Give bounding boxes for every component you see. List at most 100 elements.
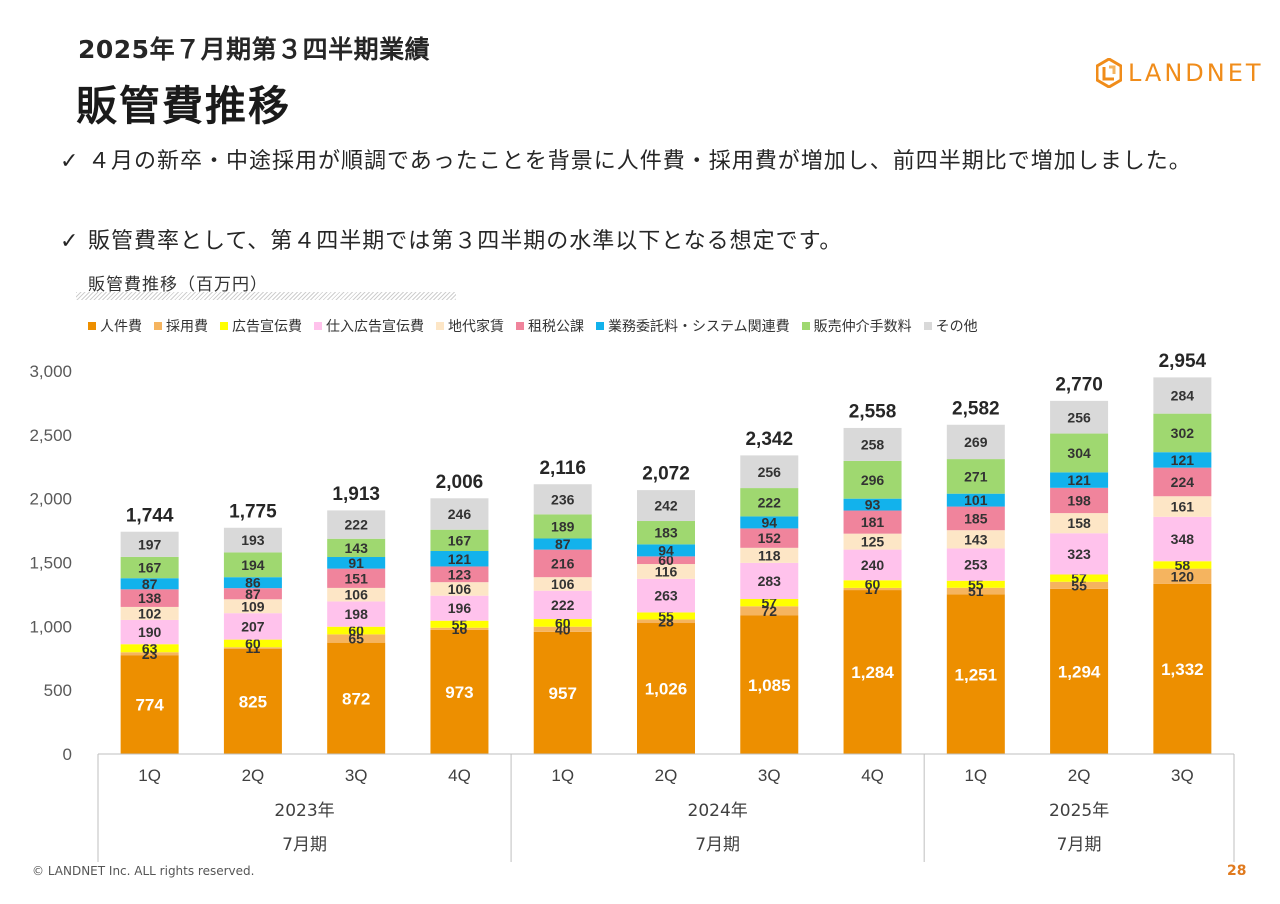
x-tick-label: 2Q [242, 766, 265, 785]
page-title: 販管費推移 [76, 82, 291, 130]
bar-segment [120, 644, 179, 653]
bar-segment [1153, 583, 1212, 754]
legend-label: 租税公課 [528, 319, 584, 335]
bar-segment [533, 619, 592, 627]
group-period-label: 7月期 [695, 835, 740, 855]
bar-segment [223, 639, 282, 648]
legend-item: 業務委託料・システム関連費 [596, 316, 790, 336]
bar-value-label: 101 [964, 492, 988, 508]
legend-item: 仕入広告宣伝費 [314, 316, 424, 336]
bar-segment [327, 568, 386, 588]
bar-segment [1050, 581, 1109, 589]
legend-swatch [154, 322, 162, 330]
bar-segment [430, 498, 489, 530]
bar-segment [327, 634, 386, 643]
bar-segment [637, 564, 695, 579]
bar-segment [637, 544, 695, 557]
bar-value-label: 269 [964, 434, 988, 450]
checkmark-icon: ✓ [60, 149, 80, 174]
bar-value-label: 302 [1171, 425, 1195, 441]
bar-segment [430, 566, 489, 583]
bar-value-label: 143 [345, 540, 369, 556]
bar-segment [533, 484, 592, 515]
bar-value-label: 1,284 [851, 663, 894, 682]
bar-segment [1050, 487, 1109, 514]
bar-segment [843, 549, 902, 581]
bar-segment [740, 562, 799, 600]
bar-segment [637, 619, 695, 624]
bar-value-label: 86 [245, 575, 261, 591]
bar-value-label: 151 [345, 570, 369, 586]
group-year-label: 2024年 [688, 801, 748, 821]
bar-segment [120, 589, 179, 607]
bar-segment [1153, 452, 1212, 468]
bar-value-label: 296 [861, 472, 885, 488]
group-year-label: 2025年 [1049, 801, 1109, 821]
bar-segment [1050, 574, 1109, 582]
legend-swatch [596, 322, 604, 330]
bar-value-label: 121 [1067, 472, 1091, 488]
y-tick-label: 1,000 [29, 617, 72, 636]
x-tick-label: 2Q [655, 766, 678, 785]
bar-segment [946, 580, 1005, 588]
bar-value-label: 1,294 [1058, 663, 1101, 682]
bar-value-label: 121 [448, 551, 472, 567]
bar-segment [843, 460, 902, 499]
bar-segment [533, 549, 592, 578]
bar-value-label: 94 [658, 542, 674, 558]
legend-label: 広告宣伝費 [232, 319, 302, 335]
bar-value-label: 63 [142, 640, 158, 656]
bar-value-label: 198 [345, 606, 369, 622]
bar-value-label: 258 [861, 436, 885, 452]
bar-segment [740, 516, 799, 529]
bar-value-label: 106 [345, 587, 369, 603]
bar-segment [1050, 533, 1109, 575]
bar-segment [327, 587, 386, 602]
bar-value-label: 158 [1067, 515, 1091, 531]
legend-item: 採用費 [154, 316, 208, 336]
bar-value-label: 774 [135, 696, 164, 715]
legend-swatch [88, 322, 96, 330]
bar-segment [740, 599, 799, 607]
bar-segment [430, 595, 489, 621]
bar-segment [223, 613, 282, 640]
bar-segment [843, 587, 902, 591]
legend-label: 仕入広告宣伝費 [326, 319, 424, 335]
bar-value-label: 222 [551, 597, 575, 613]
bar-value-label: 197 [138, 536, 162, 552]
bar-value-label: 825 [239, 692, 267, 711]
bar-segment [120, 652, 179, 656]
bar-segment [120, 619, 179, 645]
bar-value-label: 284 [1171, 388, 1195, 404]
x-tick-label: 3Q [758, 766, 781, 785]
bar-segment [843, 533, 902, 550]
bar-value-label: 256 [758, 464, 782, 480]
bar-segment [843, 510, 902, 534]
bar-value-label: 271 [964, 468, 988, 484]
legend-label: 地代家賃 [448, 319, 504, 335]
bar-segment [430, 529, 489, 552]
bar-value-label: 224 [1171, 474, 1195, 490]
bar-value-label: 1,332 [1161, 660, 1204, 679]
bar-segment [223, 577, 282, 589]
page-subtitle: 2025年７月期第３四半期業績 [78, 35, 431, 64]
bar-segment [843, 427, 902, 461]
company-logo: LANDNET [1096, 56, 1264, 90]
bar-segment [946, 424, 1005, 460]
bar-segment [327, 642, 386, 754]
x-tick-label: 1Q [551, 766, 574, 785]
bullet-point: ✓ ４月の新卒・中途採用が順調であったことを背景に人件費・採用費が増加し、前四半… [60, 146, 1230, 178]
bar-segment [637, 623, 695, 754]
bar-value-label: 198 [1067, 492, 1091, 508]
bar-value-label: 121 [1171, 452, 1195, 468]
bar-value-label: 167 [138, 560, 162, 576]
bar-value-label: 193 [241, 532, 265, 548]
checkmark-icon: ✓ [60, 229, 80, 254]
chart-title-underline [76, 292, 456, 300]
bar-value-label: 102 [138, 605, 162, 621]
bar-segment [1153, 496, 1212, 517]
bar-segment [1153, 467, 1212, 497]
bar-value-label: 116 [655, 563, 678, 579]
bar-value-label: 161 [1171, 499, 1195, 515]
